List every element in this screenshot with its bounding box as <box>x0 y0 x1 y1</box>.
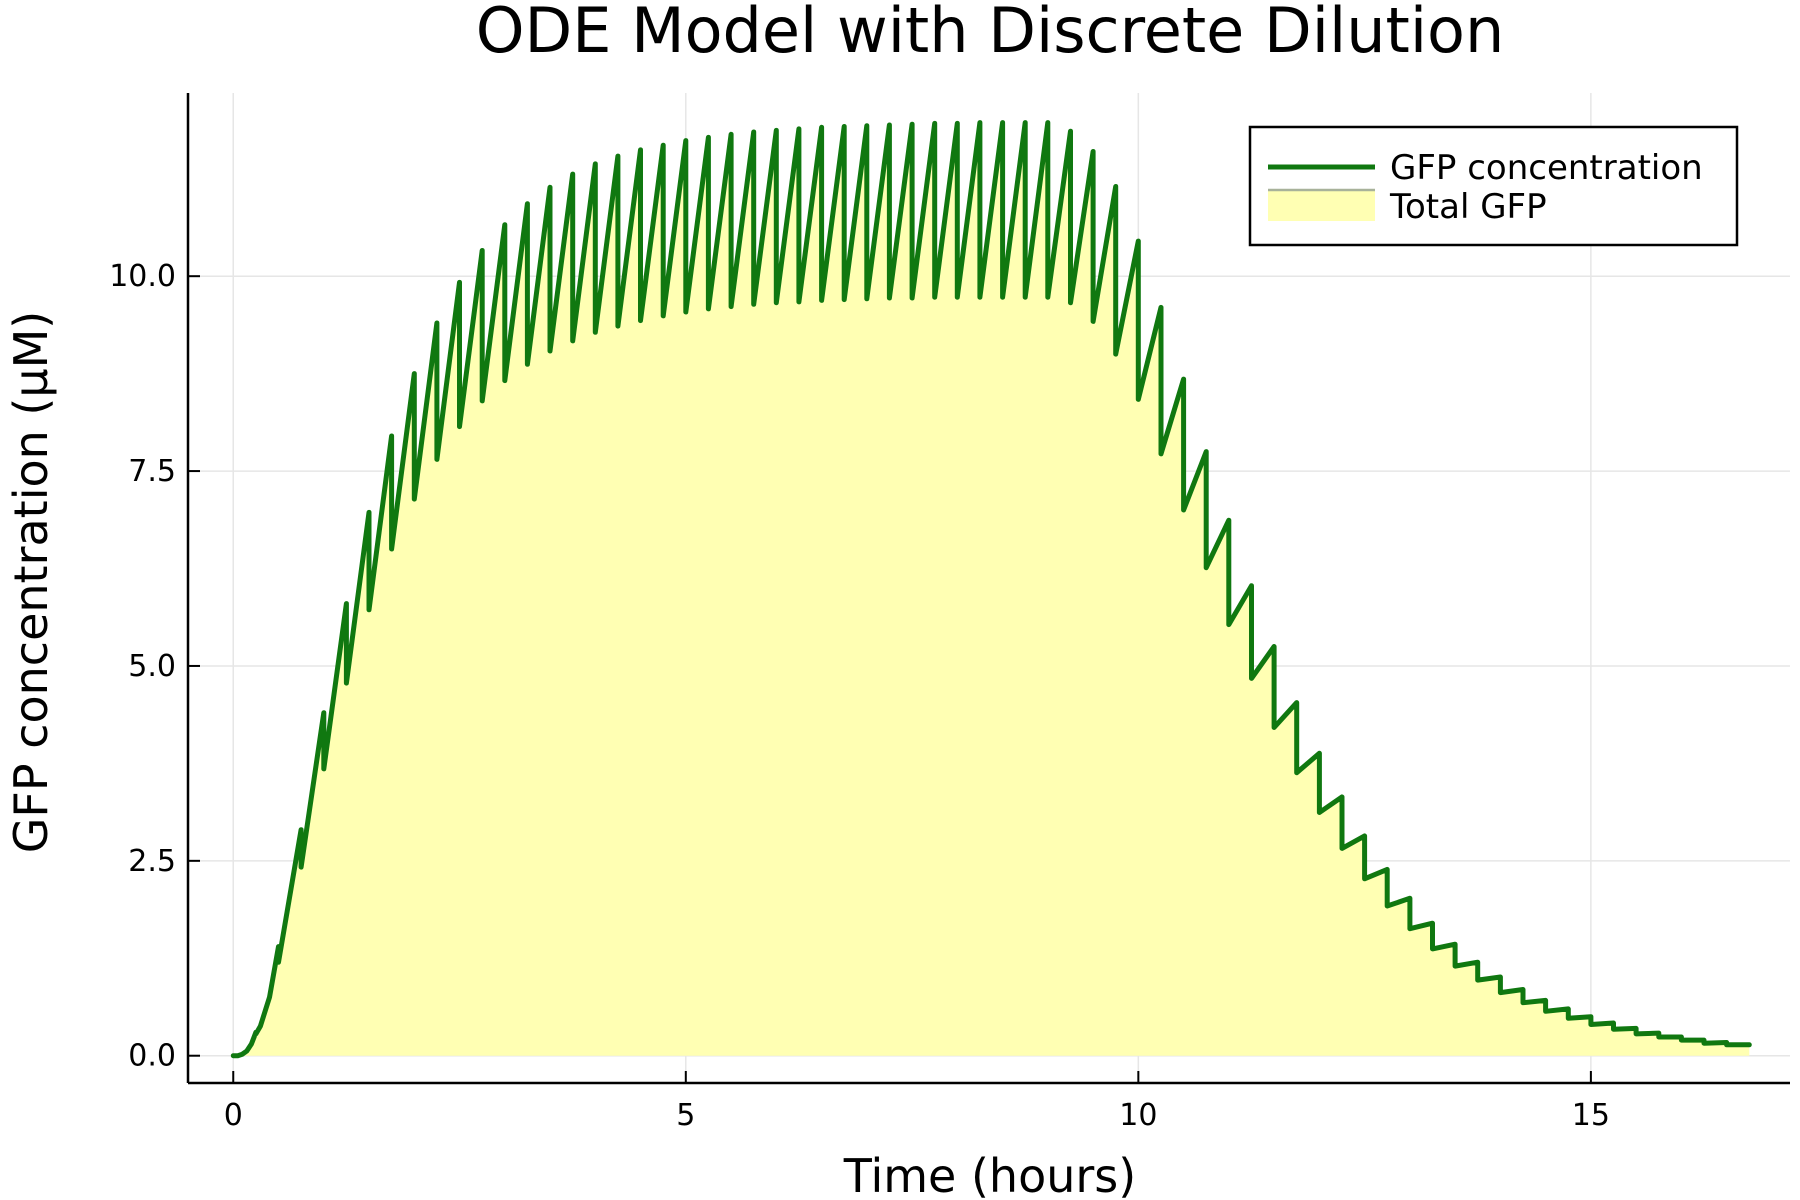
legend-label-gfp-concentration: GFP concentration <box>1390 148 1703 188</box>
axes <box>186 93 1790 1085</box>
y-tick-label-1: 2.5 <box>128 844 176 879</box>
legend: GFP concentration Total GFP <box>1248 125 1739 247</box>
x-ticks: 0 5 10 15 <box>224 1071 1610 1133</box>
x-axis-label: Time (hours) <box>843 1149 1136 1200</box>
total-gfp-area <box>233 122 1750 1056</box>
x-tick-label-0: 0 <box>224 1098 243 1133</box>
y-tick-label-0: 0.0 <box>128 1039 176 1074</box>
legend-box <box>1248 125 1739 247</box>
y-axis-label: GFP concentration (μM) <box>4 311 58 854</box>
y-tick-label-3: 7.5 <box>128 454 176 489</box>
y-tick-label-2: 5.0 <box>128 649 176 684</box>
gfp-concentration-line <box>230 120 1752 1059</box>
x-tick-label-3: 15 <box>1572 1098 1610 1133</box>
legend-swatch-total-gfp <box>1268 190 1375 221</box>
chart-title: ODE Model with Discrete Dilution <box>476 0 1505 67</box>
y-ticks: 0.0 2.5 5.0 7.5 10.0 <box>109 259 200 1074</box>
x-tick-label-1: 5 <box>676 1098 695 1133</box>
legend-label-total-gfp: Total GFP <box>1389 187 1547 227</box>
x-tick-label-2: 10 <box>1119 1098 1157 1133</box>
y-tick-label-4: 10.0 <box>109 259 176 294</box>
